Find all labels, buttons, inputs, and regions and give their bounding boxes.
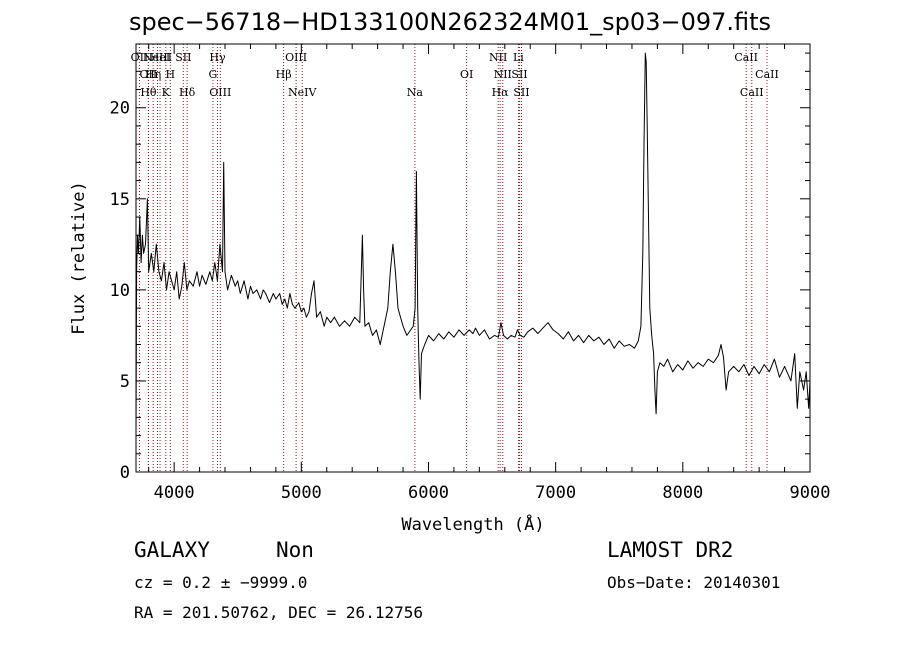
spectral-line-label: CaII: [740, 86, 764, 99]
y-tick-label: 0: [120, 463, 130, 483]
spectral-line-label: Hγ: [209, 51, 226, 64]
spectral-line-label: Hα: [492, 86, 510, 99]
spectral-line-label: OII: [131, 51, 149, 64]
x-tick-label: 7000: [535, 483, 576, 503]
y-axis-label: Flux (relative): [69, 181, 89, 335]
class-label: GALAXY: [134, 538, 210, 562]
spectral-line-label: H: [166, 68, 176, 81]
spectral-line-label: Na: [407, 86, 424, 99]
spectral-line-label: SII: [513, 86, 529, 99]
spectral-line-label: CaII: [755, 68, 779, 81]
spectrum-line: [135, 52, 811, 436]
subclass-label: Non: [276, 538, 314, 562]
spectral-line-label: NII: [494, 68, 512, 81]
y-tick-label: 5: [120, 372, 130, 392]
obs-date-label: Obs−Date: 20140301: [607, 573, 781, 592]
spectral-line-label: G: [209, 68, 218, 81]
spectral-line-label: HeI: [150, 51, 170, 64]
spectral-line-label: SII: [175, 51, 191, 64]
spectral-line-label: NeIII: [143, 51, 172, 64]
spectral-line-label: OIII: [209, 86, 231, 99]
spectral-line-label: CaII: [734, 51, 758, 64]
y-tick-label: 20: [110, 99, 130, 119]
plot-frame: [135, 43, 811, 473]
spectral-line-label: Hη: [145, 68, 161, 81]
coords-label: RA = 201.50762, DEC = 26.12756: [134, 603, 423, 622]
spectral-line-label: NII: [489, 51, 507, 64]
x-axis-label: Wavelength (Å): [401, 513, 544, 535]
spectral-line-label: Hδ: [179, 86, 196, 99]
spectral-line-label: Hθ: [140, 86, 157, 99]
redshift-label: cz = 0.2 ± −9999.0: [134, 573, 308, 592]
spectral-line-label: OIII: [285, 51, 307, 64]
spectral-line-label: Li: [513, 51, 524, 64]
y-tick-label: 15: [110, 190, 130, 210]
survey-label: LAMOST DR2: [607, 538, 734, 562]
spectral-line-label: OI: [460, 68, 473, 81]
x-tick-label: 8000: [662, 483, 703, 503]
spectral-line-label: Hβ: [276, 68, 292, 81]
y-tick-label: 10: [110, 281, 130, 301]
chart-title: spec−56718−HD133100N262324M01_sp03−097.f…: [128, 8, 772, 36]
spectral-line-label: SII: [511, 68, 527, 81]
spectral-line-label: K: [162, 86, 171, 99]
x-tick-label: 9000: [790, 483, 831, 503]
x-tick-label: 6000: [408, 483, 449, 503]
x-tick-label: 4000: [154, 483, 195, 503]
spectral-line-label: OII: [139, 68, 157, 81]
x-tick-label: 5000: [281, 483, 322, 503]
spectral-line-label: NeIV: [288, 86, 317, 99]
